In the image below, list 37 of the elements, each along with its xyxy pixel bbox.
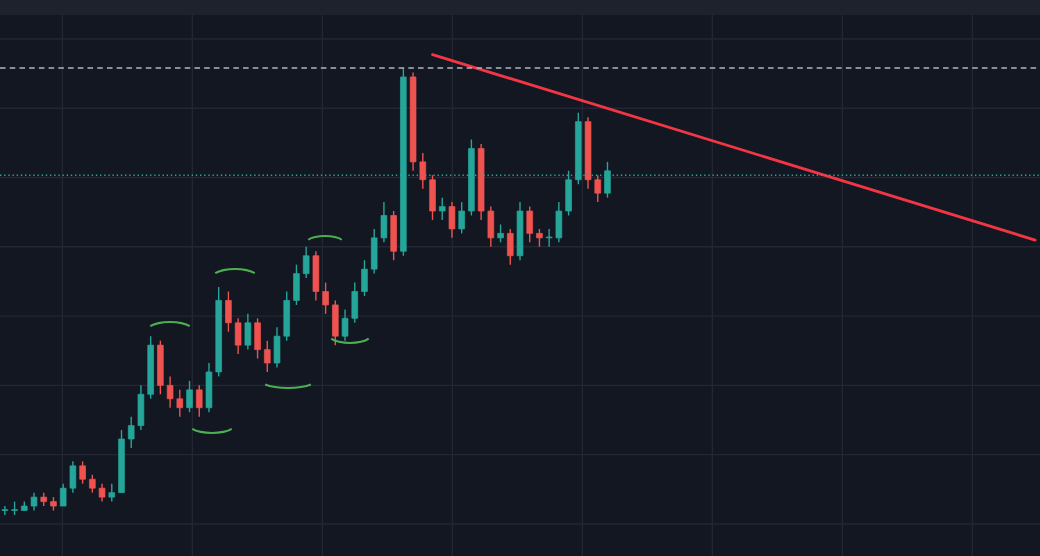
candlestick (186, 380, 193, 413)
candlestick (429, 174, 436, 221)
candlestick (458, 201, 465, 235)
candlestick (448, 201, 456, 239)
candlestick (594, 174, 602, 203)
candlestick (264, 339, 271, 373)
candlestick (507, 228, 514, 266)
candlestick (293, 263, 300, 306)
candlestick (390, 210, 397, 261)
candlestick (322, 281, 329, 315)
candlestick (215, 286, 222, 378)
candlestick (137, 384, 145, 431)
candlestick (438, 196, 446, 221)
candlestick (516, 201, 524, 261)
candlestick (283, 290, 290, 342)
candlestick (341, 308, 349, 342)
candlestick (584, 116, 592, 190)
candlestick (332, 299, 339, 346)
candlestick (147, 335, 154, 400)
candlestick (98, 483, 106, 503)
candlestick (273, 326, 281, 369)
candlestick (157, 339, 164, 396)
candlestick (351, 281, 359, 324)
candlestick (79, 460, 86, 485)
candlestick (254, 317, 261, 360)
candlestick (30, 491, 38, 512)
candlestick (205, 362, 213, 413)
candlestick (526, 205, 533, 244)
candlestick (419, 152, 427, 190)
candlestick (118, 429, 125, 494)
candlestick (225, 290, 232, 333)
candlestick (127, 415, 135, 449)
candlestick (361, 259, 368, 297)
candlestick (545, 228, 553, 248)
candlestick (195, 384, 203, 418)
candlestick (1, 505, 9, 516)
candlestick (370, 228, 378, 275)
